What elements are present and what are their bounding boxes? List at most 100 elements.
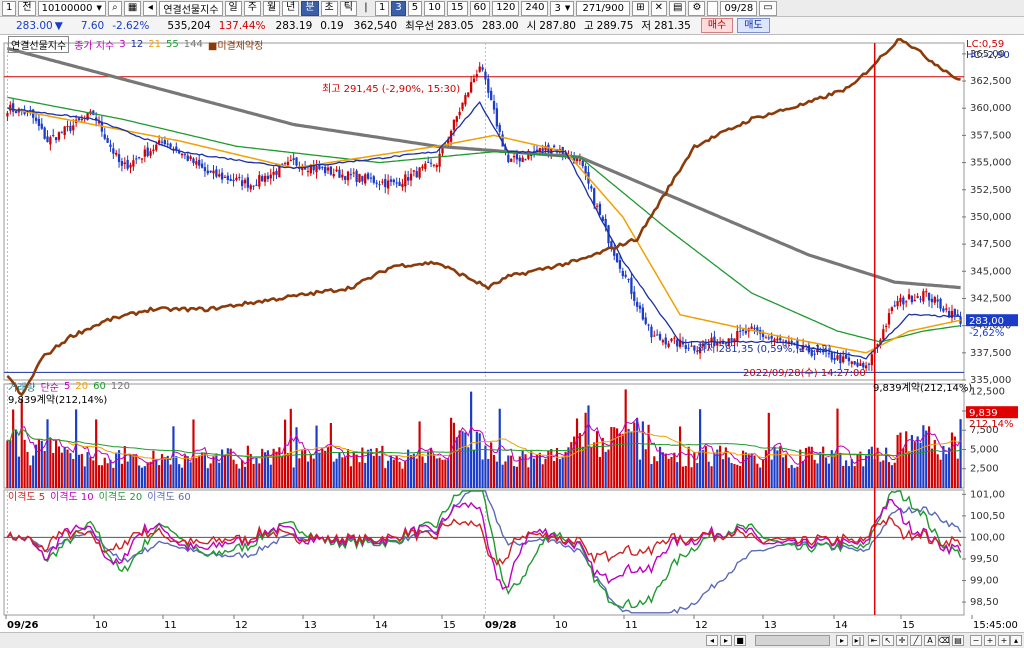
scroll-thumb[interactable] xyxy=(755,635,830,646)
code-input[interactable]: 10100000 ▼ xyxy=(37,0,106,16)
minute-button[interactable]: 60 xyxy=(469,0,491,16)
candle-body xyxy=(887,313,891,325)
search-icon[interactable]: ⌕ xyxy=(107,0,122,16)
period-button[interactable]: 월 xyxy=(262,0,281,16)
period-button[interactable]: 년 xyxy=(282,0,300,16)
eraser-icon[interactable]: ⌫ xyxy=(938,635,950,646)
candle-body xyxy=(469,82,473,93)
volume-ma-period-label[interactable]: 120 xyxy=(110,381,130,392)
price-legend-name[interactable]: 연결선물지수 xyxy=(8,36,70,53)
period-button[interactable]: 주 xyxy=(243,0,261,16)
indicator-icon[interactable]: ▤ xyxy=(669,0,687,16)
minute-button[interactable]: 120 xyxy=(492,0,520,16)
volume-bar xyxy=(398,461,401,488)
candle-body xyxy=(902,297,905,305)
volume-bar xyxy=(916,436,919,488)
period-button[interactable]: 초 xyxy=(320,0,338,16)
volume-ma-period-label[interactable]: 60 xyxy=(93,381,106,392)
count-field[interactable]: 271/900 xyxy=(576,0,631,16)
grid-icon[interactable]: ▦ xyxy=(123,0,142,16)
volume-bar xyxy=(693,452,696,488)
candle-body xyxy=(9,104,12,111)
futures-chart[interactable]: 365,00362,500360,000357,500355,000352,50… xyxy=(0,35,1024,648)
date-field[interactable]: 09/28 xyxy=(720,0,758,16)
add-indicator-button[interactable]: + xyxy=(998,635,1010,646)
candle-body xyxy=(510,158,513,162)
index-name-field[interactable]: 연결선물지수 xyxy=(159,0,223,16)
collapse-button[interactable]: ▴ xyxy=(1010,635,1022,646)
scroll-left-button[interactable]: ◂ xyxy=(706,635,718,646)
candle-body xyxy=(741,329,745,331)
toolbar-button-all[interactable]: 전 xyxy=(18,0,36,16)
print-icon[interactable]: ▤ xyxy=(952,635,964,646)
disparity-legend-item[interactable]: 이격도 20 xyxy=(98,492,143,503)
volume-bar xyxy=(490,442,493,488)
chevron-down-icon[interactable]: ▼ xyxy=(564,4,571,12)
scroll-right-button[interactable]: ▸ xyxy=(836,635,848,646)
volume-bar xyxy=(235,464,238,488)
interval-select[interactable]: 3 ▼ xyxy=(550,0,575,16)
disparity-legend-item[interactable]: 이격도 10 xyxy=(50,492,94,503)
minute-button[interactable]: 5 xyxy=(407,0,423,16)
period-button[interactable]: 틱 xyxy=(339,0,357,16)
sell-button[interactable]: 매도 xyxy=(737,18,770,33)
candle-body xyxy=(381,181,384,183)
calendar-icon[interactable]: ▭ xyxy=(759,0,777,16)
volume-bar xyxy=(933,440,936,488)
volume-ma-period-label[interactable]: 20 xyxy=(75,381,89,392)
zoom-fit-icon[interactable]: ⇤ xyxy=(868,635,880,646)
date-checkbox[interactable] xyxy=(707,0,719,16)
crosshair-icon[interactable]: ✛ xyxy=(896,635,908,646)
volume-bar xyxy=(252,463,255,488)
volume-bar xyxy=(802,460,805,488)
line-tool-icon[interactable]: ╱ xyxy=(910,635,922,646)
volume-bar xyxy=(593,442,596,488)
candle-body xyxy=(933,297,936,303)
chart-toggle-icon[interactable]: ✕ xyxy=(650,0,668,16)
toolbar-button-1[interactable]: 1 xyxy=(2,0,17,16)
minute-button[interactable]: 240 xyxy=(521,0,549,16)
ma-period-label[interactable]: 12 xyxy=(130,39,144,50)
zoom-out-button[interactable]: − xyxy=(970,635,982,646)
play-button[interactable]: ▸ xyxy=(720,635,732,646)
gear-icon[interactable]: ⚙ xyxy=(688,0,706,16)
volume-bar xyxy=(584,412,587,488)
ma-period-label[interactable]: 55 xyxy=(166,39,179,50)
buy-button[interactable]: 매수 xyxy=(700,18,734,33)
minute-button[interactable]: 15 xyxy=(446,0,468,16)
volume-value-label: 9,839계약(212,14%) xyxy=(873,382,972,394)
candle-body xyxy=(541,148,544,151)
candle-body xyxy=(824,350,828,352)
volume-bar xyxy=(464,432,467,488)
volume-bar xyxy=(879,461,882,488)
volume-bar xyxy=(533,458,536,488)
cursor-icon[interactable]: ↖ xyxy=(882,635,894,646)
last-bar-button[interactable]: ▸| xyxy=(852,635,864,646)
ma-period-label[interactable]: 144 xyxy=(183,39,203,50)
volume-ma-period-label[interactable]: 5 xyxy=(64,381,71,392)
ma-period-label[interactable]: 21 xyxy=(148,39,162,50)
chart-settings-icon[interactable]: ⊞ xyxy=(632,0,649,16)
volume-bar xyxy=(887,462,891,488)
text-tool-icon[interactable]: A xyxy=(924,635,936,646)
volume-bar xyxy=(925,430,928,488)
ma-period-label[interactable]: 3 xyxy=(119,39,126,50)
candle-body xyxy=(913,299,916,302)
volume-legend-name[interactable]: 거래량 xyxy=(8,383,36,394)
minute-button[interactable]: 3 xyxy=(391,0,406,16)
candle-body xyxy=(767,337,770,339)
period-button[interactable]: 일 xyxy=(224,0,242,16)
zoom-in-button[interactable]: + xyxy=(984,635,996,646)
chevron-down-icon[interactable]: ▼ xyxy=(96,4,102,12)
candle-body xyxy=(126,159,129,169)
candle-body xyxy=(936,299,939,302)
period-button[interactable]: 분 xyxy=(301,0,319,16)
stop-button[interactable]: ■ xyxy=(734,635,746,646)
volume-bar xyxy=(676,462,679,488)
minute-button[interactable]: 10 xyxy=(424,0,445,16)
disparity-legend-item[interactable]: 이격도 5 xyxy=(8,492,46,503)
disparity-legend-item[interactable]: 이격도 60 xyxy=(147,492,191,503)
minute-button[interactable]: 1 xyxy=(374,0,390,16)
sound-icon[interactable]: ◂ xyxy=(143,0,158,16)
price-axis-label: 342,500 xyxy=(970,293,1011,304)
